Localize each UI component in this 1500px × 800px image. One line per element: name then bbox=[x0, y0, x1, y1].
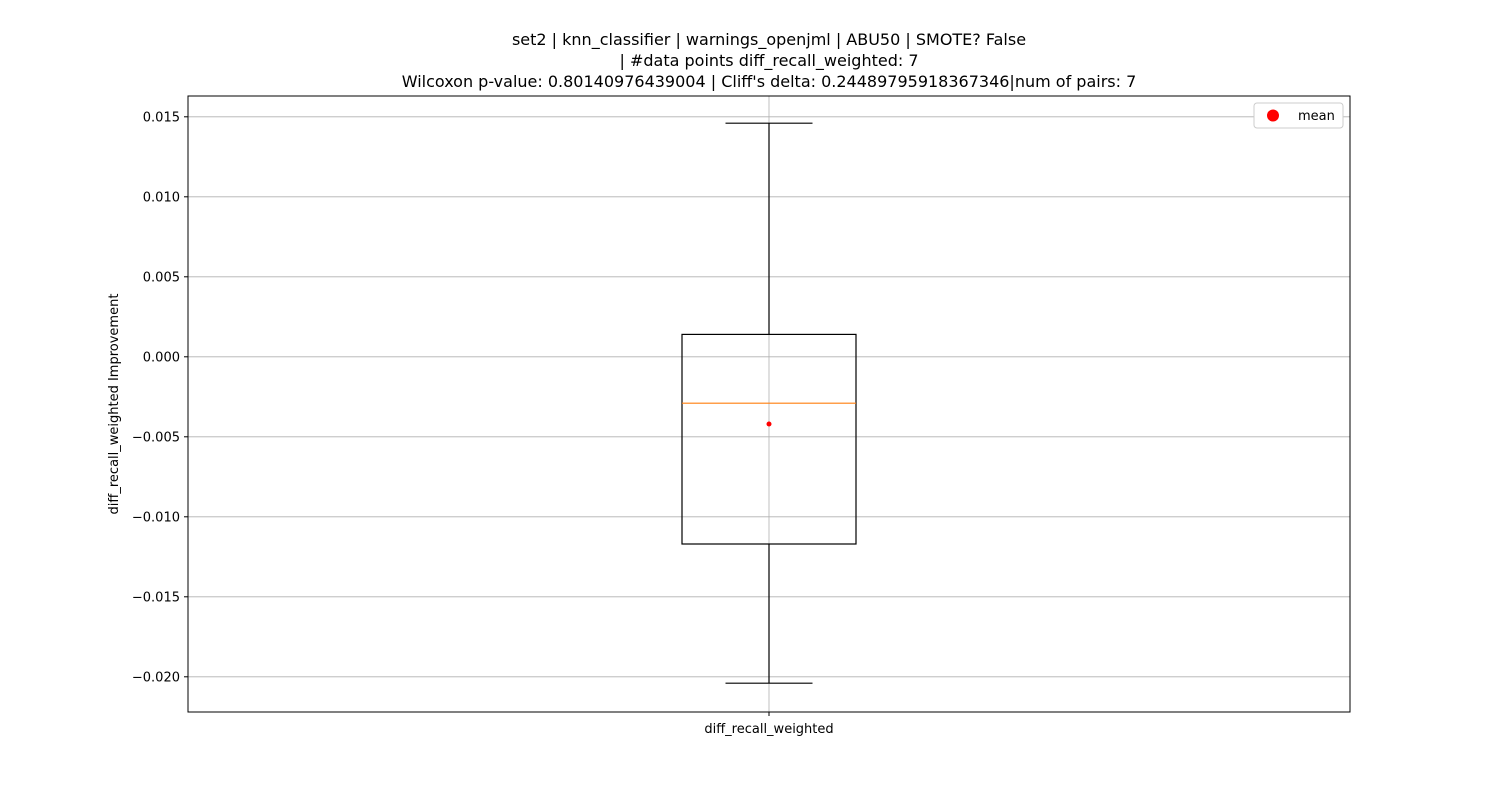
y-tick-label: −0.010 bbox=[132, 510, 180, 525]
y-tick-label: 0.005 bbox=[143, 270, 180, 285]
legend-mean-marker bbox=[1267, 109, 1279, 122]
x-axis-ticks: diff_recall_weighted bbox=[704, 712, 834, 737]
x-tick-label: diff_recall_weighted bbox=[704, 722, 833, 737]
interquartile-box bbox=[681, 333, 857, 545]
y-axis-label: diff_recall_weighted Improvement bbox=[107, 294, 122, 515]
chart-title-line-1: set2 | knn_classifier | warnings_openjml… bbox=[511, 30, 1027, 49]
chart-title-line-3: Wilcoxon p-value: 0.80140976439004 | Cli… bbox=[401, 72, 1137, 91]
y-tick-label: −0.020 bbox=[132, 670, 180, 685]
legend-frame bbox=[1253, 102, 1344, 129]
y-tick-label: −0.015 bbox=[132, 590, 180, 605]
y-tick-label: 0.000 bbox=[143, 350, 180, 365]
y-tick-label: 0.010 bbox=[143, 190, 180, 205]
chart-title-line-2: | #data points diff_recall_weighted: 7 bbox=[619, 51, 919, 70]
legend: mean bbox=[1253, 102, 1344, 129]
y-tick-label: 0.015 bbox=[143, 110, 180, 125]
box-plots bbox=[681, 122, 857, 684]
y-axis-ticks: −0.020 −0.015 −0.010 −0.005 0.000 0.005 0.010 0… bbox=[132, 110, 188, 685]
mean-marker bbox=[766, 421, 772, 427]
legend-mean-label: mean bbox=[1298, 109, 1335, 124]
chart-title: set2 | knn_classifier | warnings_openjml… bbox=[0, 29, 1500, 92]
box-plot-0 bbox=[681, 122, 857, 684]
y-tick-label: −0.005 bbox=[132, 430, 180, 445]
